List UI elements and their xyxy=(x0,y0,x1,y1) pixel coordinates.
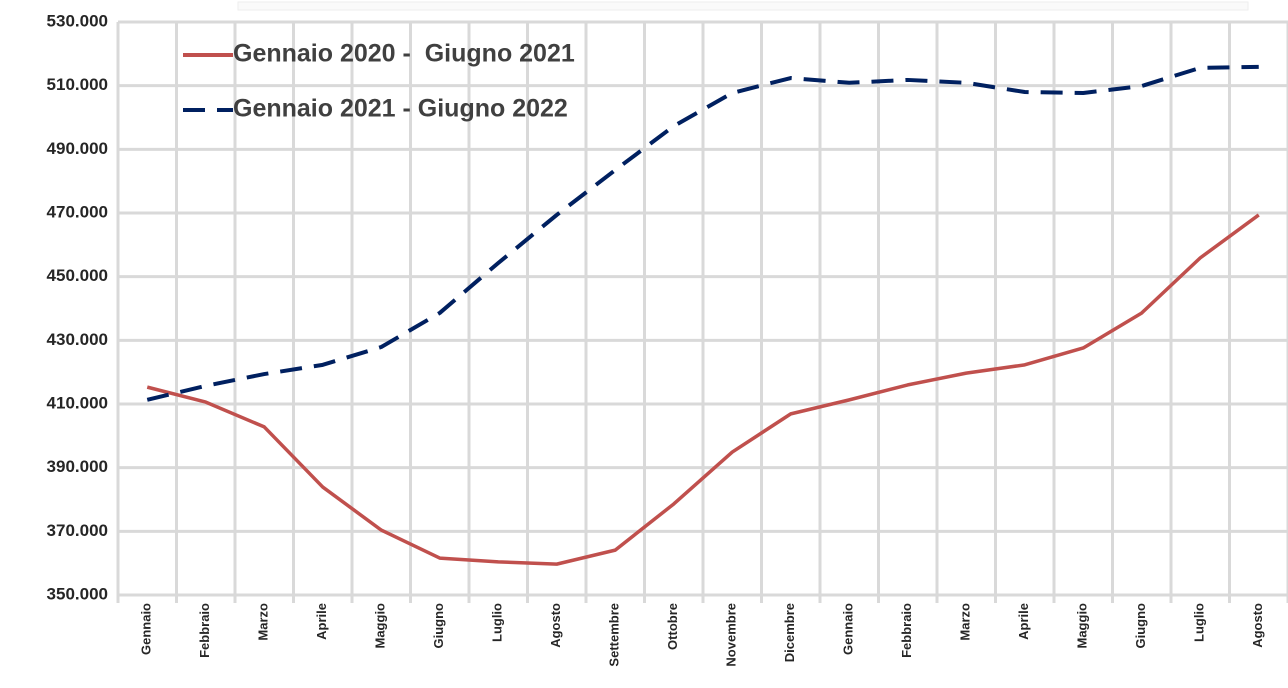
x-tick-label: Maggio xyxy=(1075,603,1090,649)
y-tick-label: 370.000 xyxy=(47,521,108,540)
x-tick-label: Giugno xyxy=(1133,603,1148,649)
x-tick-label: Agosto xyxy=(1250,603,1265,648)
x-tick-label: Novembre xyxy=(724,603,739,667)
x-tick-label: Settembre xyxy=(607,603,622,667)
y-tick-label: 390.000 xyxy=(47,457,108,476)
y-tick-label: 410.000 xyxy=(47,393,108,412)
y-tick-label: 350.000 xyxy=(47,584,108,603)
y-tick-label: 430.000 xyxy=(47,330,108,349)
x-tick-label: Ottobre xyxy=(665,603,680,650)
x-tick-label: Giugno xyxy=(431,603,446,649)
x-tick-label: Aprile xyxy=(314,603,329,640)
x-tick-label: Aprile xyxy=(1016,603,1031,640)
x-tick-label: Febbraio xyxy=(899,603,914,658)
y-tick-label: 490.000 xyxy=(47,139,108,158)
x-tick-label: Febbraio xyxy=(197,603,212,658)
y-tick-label: 530.000 xyxy=(47,11,108,30)
x-tick-label: Gennaio xyxy=(841,603,856,655)
legend-frame xyxy=(237,1,1249,11)
x-tick-label: Marzo xyxy=(256,603,271,641)
series-line xyxy=(146,64,1259,402)
series-line xyxy=(146,213,1260,566)
legend-label: Gennaio 2021 - Giugno 2022 xyxy=(233,95,568,123)
x-tick-label: Luglio xyxy=(490,603,505,642)
y-tick-label: 510.000 xyxy=(47,75,108,94)
x-tick-label: Marzo xyxy=(958,603,973,641)
x-tick-label: Agosto xyxy=(548,603,563,648)
x-tick-label: Gennaio xyxy=(139,603,154,655)
x-tick-label: Luglio xyxy=(1192,603,1207,642)
y-tick-label: 470.000 xyxy=(47,202,108,221)
legend-label: Gennaio 2020 - Giugno 2021 xyxy=(233,40,575,68)
x-tick-label: Maggio xyxy=(373,603,388,649)
y-tick-label: 450.000 xyxy=(47,266,108,285)
x-tick-label: Dicembre xyxy=(782,603,797,662)
